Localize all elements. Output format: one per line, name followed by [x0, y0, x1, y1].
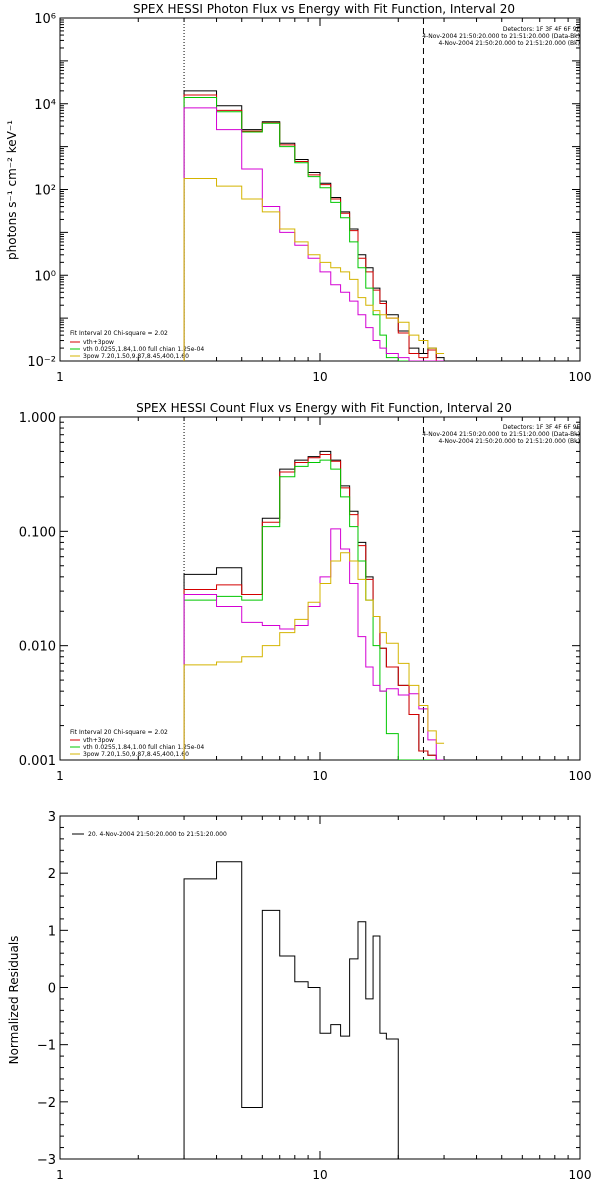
y-tick-label: −1	[37, 1039, 56, 1054]
series-line-4	[183, 178, 445, 361]
fit-info-text: Fit Interval 20 Chi-square = 2.02	[70, 330, 168, 337]
y-tick-label: 10⁻²	[27, 355, 56, 370]
header-line: Detectors: 1F 3F 4F 6F 9F	[503, 26, 581, 33]
header-line: 4-Nov-2004 21:50:20.000 to 21:51:20.000 …	[422, 431, 580, 438]
series-line-2	[183, 96, 445, 361]
y-tick-label: 1.000	[19, 411, 56, 426]
series-line-0	[183, 90, 445, 361]
x-tick-label: 1	[56, 1168, 64, 1182]
legend-label: vth 0.0255,1.84,1.00 full chian 1.25e-04	[83, 744, 204, 751]
y-tick-label: 1	[48, 924, 56, 939]
header-line: Detectors: 1F 3F 4F 6F 9F	[503, 424, 581, 431]
y-tick-label: −3	[37, 1153, 56, 1168]
y-tick-label: −2	[37, 1096, 56, 1111]
y-tick-label: 10²	[34, 184, 56, 199]
header-line: 4-Nov-2004 21:50:20.000 to 21:51:20.000 …	[422, 33, 580, 40]
y-tick-label: 0.001	[19, 754, 56, 769]
series-line-2	[183, 459, 445, 760]
chart-title: SPEX HESSI Count Flux vs Energy with Fit…	[136, 401, 512, 415]
x-tick-label: 1	[56, 769, 64, 783]
legend-label: 20. 4-Nov-2004 21:50:20.000 to 21:51:20.…	[88, 831, 227, 838]
y-axis-label: photons s⁻¹ cm⁻² keV⁻¹	[5, 120, 19, 260]
y-tick-label: 0.100	[19, 525, 56, 540]
y-axis-label: Normalized Residuals	[7, 936, 21, 1065]
x-tick-label: 1	[56, 370, 64, 384]
series-line-1	[183, 453, 445, 760]
legend-label: vth 0.0255,1.84,1.00 full chian 1.25e-04	[83, 346, 204, 353]
header-line: 4-Nov-2004 21:50:20.000 to 21:51:20.000 …	[438, 438, 580, 445]
y-tick-label: 10⁴	[34, 98, 56, 113]
header-line: 4-Nov-2004 21:50:20.000 to 21:51:20.000 …	[438, 40, 580, 47]
series-line-4	[183, 552, 445, 760]
x-tick-label: 10	[312, 769, 327, 783]
legend-label: 3pow 7.20,1.50,9.87,8.45,400,1.60	[83, 353, 189, 360]
series-line-1	[183, 94, 445, 361]
series-line-0	[183, 450, 445, 760]
count-flux-panel: SPEX HESSI Count Flux vs Energy with Fit…	[19, 401, 592, 783]
y-tick-label: 3	[48, 810, 56, 825]
plot-frame	[59, 17, 581, 362]
x-tick-label: 100	[569, 1168, 592, 1182]
x-tick-label: 100	[569, 769, 592, 783]
y-tick-label: 2	[48, 867, 56, 882]
fit-info-text: Fit Interval 20 Chi-square = 2.02	[70, 729, 168, 736]
series-line-3	[183, 107, 445, 361]
x-tick-label: 10	[312, 370, 327, 384]
photon-flux-panel: SPEX HESSI Photon Flux vs Energy with Fi…	[5, 2, 591, 384]
y-tick-label: 0	[48, 982, 56, 997]
y-tick-label: 10⁰	[34, 269, 56, 284]
x-tick-label: 10	[312, 1168, 327, 1182]
legend-label: 3pow 7.20,1.50,9.87,8.45,400,1.60	[83, 751, 189, 758]
legend-label: vth+3pow	[83, 339, 114, 346]
residuals-panel: Normalized Residuals 20. 4-Nov-2004 21:5…	[7, 810, 591, 1182]
legend-label: vth+3pow	[83, 737, 114, 744]
y-tick-label: 0.010	[19, 640, 56, 655]
y-tick-label: 10⁶	[34, 12, 56, 27]
x-tick-label: 100	[569, 370, 592, 384]
chart-title: SPEX HESSI Photon Flux vs Energy with Fi…	[133, 2, 515, 16]
series-line-0	[183, 861, 428, 1159]
series-line-3	[183, 528, 445, 760]
